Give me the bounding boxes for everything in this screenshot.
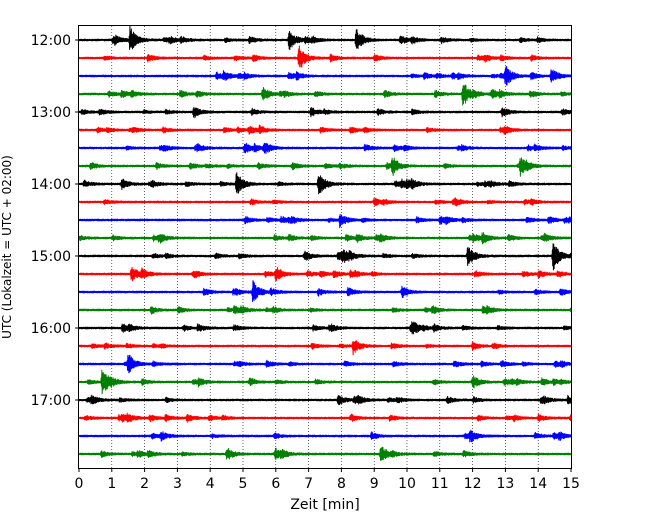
x-tick-label: 2	[140, 476, 149, 492]
trace-1400	[78, 172, 572, 195]
trace-1245	[78, 84, 572, 106]
trace-1315	[78, 124, 572, 135]
x-tick-label: 10	[398, 476, 416, 492]
trace-1230	[78, 65, 572, 86]
x-tick-label: 9	[370, 476, 379, 492]
trace-1430	[78, 213, 572, 229]
x-tick-label: 0	[75, 476, 84, 492]
y-tick-label: 14:00	[31, 177, 71, 193]
x-tick-label: 5	[239, 476, 248, 492]
x-tick-label: 3	[173, 476, 182, 492]
y-tick-label: 12:00	[31, 33, 71, 49]
trace-1715	[78, 412, 572, 423]
trace-1700	[78, 394, 572, 406]
trace-1345	[78, 157, 572, 177]
trace-1630	[78, 354, 572, 374]
trace-1500	[78, 243, 572, 271]
trace-1730	[78, 429, 572, 443]
seismic-traces	[78, 25, 572, 461]
trace-1215	[78, 45, 572, 68]
trace-1330	[78, 142, 572, 155]
y-tick-label: 16:00	[31, 321, 71, 337]
plot-frame	[78, 25, 572, 469]
x-tick-label: 1	[107, 476, 116, 492]
trace-1745	[78, 446, 572, 461]
y-tick-label: 15:00	[31, 249, 71, 265]
trace-1600	[78, 321, 572, 335]
x-tick-label: 11	[431, 476, 449, 492]
trace-1530	[78, 280, 572, 303]
x-tick-label: 14	[529, 476, 547, 492]
trace-1200	[78, 25, 572, 50]
trace-1415	[78, 197, 572, 207]
trace-1300	[78, 106, 572, 119]
x-tick-label: 12	[464, 476, 482, 492]
x-tick-label: 13	[496, 476, 514, 492]
trace-1645	[78, 369, 572, 395]
x-tick-label: 15	[562, 476, 580, 492]
y-tick-label: 17:00	[31, 393, 71, 409]
x-tick-label: 7	[304, 476, 313, 492]
trace-1545	[78, 304, 572, 315]
x-axis-ticks: 0 1 2 3 4 5 6 7 8 9 10 11 12 13 14 15	[75, 468, 580, 492]
x-tick-label: 8	[337, 476, 346, 492]
y-tick-label: 13:00	[31, 105, 71, 121]
trace-1615	[78, 340, 572, 356]
x-tick-label: 4	[206, 476, 215, 492]
y-axis-label: UTC (Lokalzeit = UTC + 02:00)	[0, 155, 14, 339]
x-tick-label: 6	[271, 476, 280, 492]
trace-1445	[78, 232, 572, 245]
trace-1515	[78, 266, 572, 282]
y-axis-ticks: 12:00 13:00 14:00 15:00 16:00 17:00	[31, 33, 79, 409]
x-axis-label: Zeit [min]	[290, 497, 359, 513]
